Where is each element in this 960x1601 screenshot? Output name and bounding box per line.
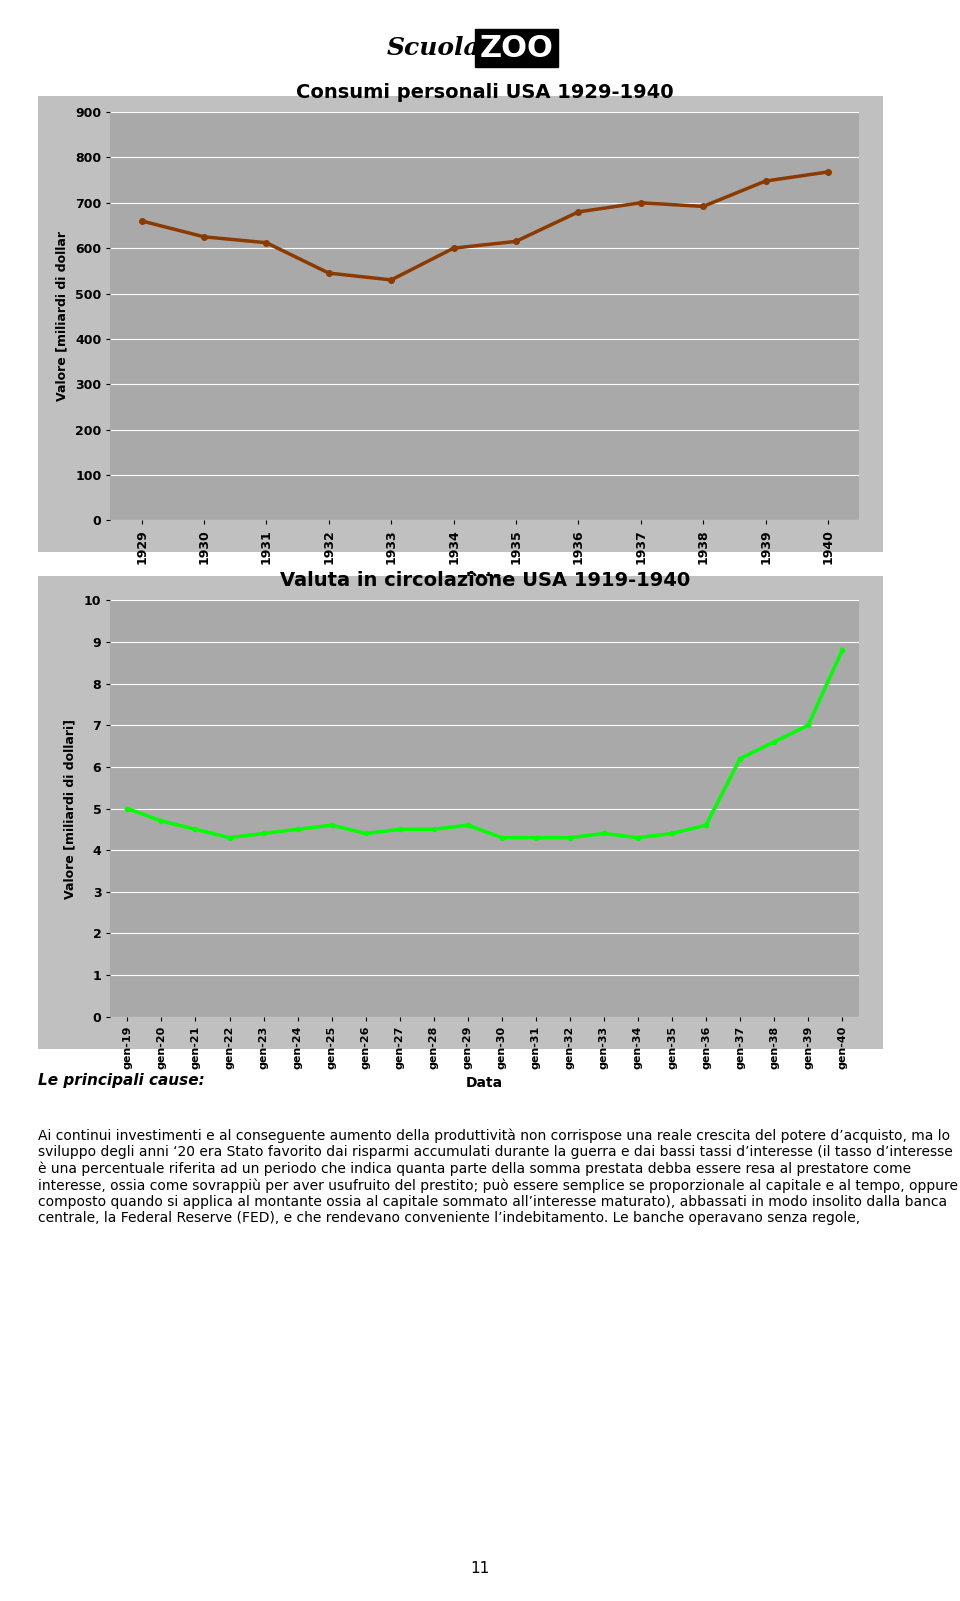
Text: ZOO: ZOO bbox=[480, 34, 554, 62]
Y-axis label: Valore [miliardi di dollar: Valore [miliardi di dollar bbox=[55, 231, 68, 402]
X-axis label: Data: Data bbox=[467, 572, 503, 586]
Text: Ai continui investimenti e al conseguente aumento della produttività non corrisp: Ai continui investimenti e al conseguent… bbox=[38, 1129, 958, 1225]
Title: Valuta in circolazione USA 1919-1940: Valuta in circolazione USA 1919-1940 bbox=[279, 572, 690, 591]
X-axis label: Data: Data bbox=[467, 1076, 503, 1090]
Text: 11: 11 bbox=[470, 1561, 490, 1577]
Text: Le principali cause:: Le principali cause: bbox=[38, 1073, 205, 1087]
Text: Scuola: Scuola bbox=[386, 37, 480, 59]
Y-axis label: Valore [miliardi di dollari]: Valore [miliardi di dollari] bbox=[64, 719, 77, 898]
Title: Consumi personali USA 1929-1940: Consumi personali USA 1929-1940 bbox=[296, 83, 674, 102]
